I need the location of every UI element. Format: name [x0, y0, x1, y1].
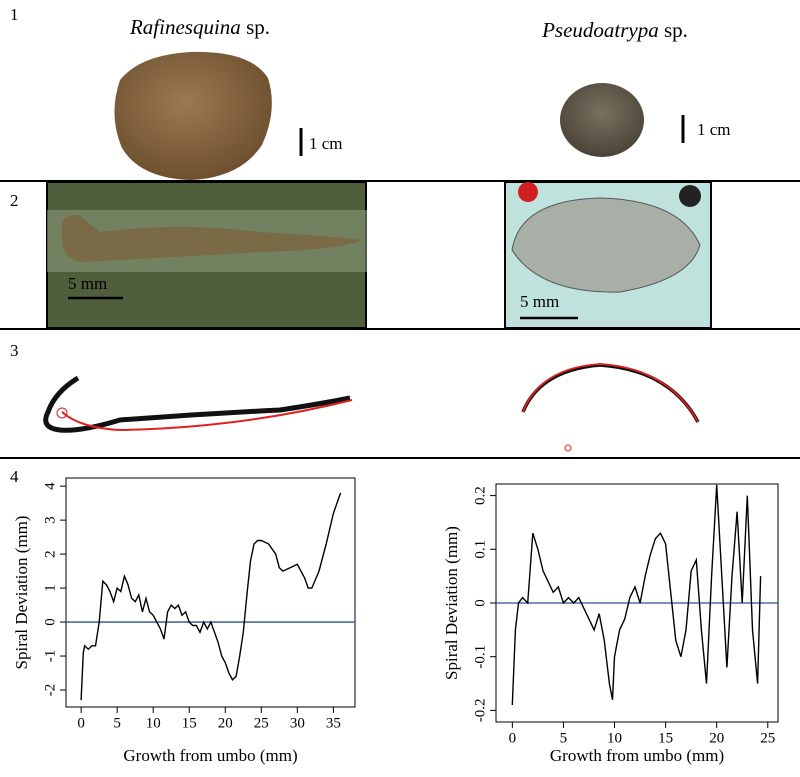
x-tick-label: 10: [146, 715, 161, 731]
stain: [679, 185, 701, 207]
y-tick-label: 4: [42, 482, 58, 490]
y-tick-label: -0.2: [472, 699, 488, 723]
x-tick-label: 25: [760, 730, 775, 746]
scale-label: 1 cm: [697, 120, 731, 139]
specimen-photo: [114, 51, 272, 180]
y-tick-label: -0.1: [472, 645, 488, 669]
genus: Pseudoatrypa: [541, 18, 659, 42]
panel-label: 1: [10, 5, 19, 24]
suffix: sp.: [241, 15, 270, 39]
x-tick-label: 15: [658, 730, 673, 746]
fitted-spiral: [522, 363, 699, 423]
x-axis-label: Growth from umbo (mm): [550, 746, 724, 765]
y-axis-label: Spiral Deviation (mm): [442, 526, 461, 680]
scale-label: 1 cm: [309, 134, 343, 153]
scale-label: 5 mm: [520, 292, 559, 311]
x-tick-label: 20: [218, 715, 233, 731]
x-tick-label: 15: [182, 715, 197, 731]
y-axis-label: Spiral Deviation (mm): [12, 516, 31, 670]
scale-label: 5 mm: [68, 274, 107, 293]
genus: Rafinesquina: [129, 15, 241, 39]
spiral-center: [56, 407, 68, 419]
panel-label: 3: [10, 341, 19, 360]
stain: [518, 182, 538, 202]
x-tick-label: 30: [290, 715, 305, 731]
x-tick-label: 35: [326, 715, 341, 731]
y-tick-label: 0: [472, 599, 488, 607]
x-tick-label: 25: [254, 715, 269, 731]
plot-frame: [65, 477, 356, 708]
y-tick-label: 0.2: [472, 486, 488, 505]
outline-trace: [43, 375, 351, 433]
panel-label: 2: [10, 191, 19, 210]
y-tick-label: 2: [42, 550, 58, 558]
y-tick-label: 1: [42, 584, 58, 592]
panel-label: 4: [10, 467, 19, 486]
specimen-title: Pseudoatrypa sp.: [541, 18, 688, 42]
x-tick-label: 5: [560, 730, 568, 746]
x-tick-label: 0: [77, 715, 85, 731]
x-tick-label: 5: [113, 715, 121, 731]
shell-section: [511, 197, 701, 293]
data-line: [80, 492, 342, 701]
y-tick-label: -1: [42, 650, 58, 663]
outline-trace: [521, 363, 700, 423]
data-line: [511, 484, 762, 706]
x-tick-label: 0: [509, 730, 517, 746]
fitted-spiral: [61, 399, 353, 432]
specimen-photo: [560, 83, 644, 157]
specimen-title: Rafinesquina sp.: [129, 15, 270, 39]
y-tick-label: 0: [42, 618, 58, 626]
spiral-center: [564, 444, 572, 452]
x-axis-label: Growth from umbo (mm): [123, 746, 297, 765]
suffix: sp.: [659, 18, 688, 42]
x-tick-label: 10: [607, 730, 622, 746]
y-tick-label: -2: [42, 684, 58, 697]
x-tick-label: 20: [709, 730, 724, 746]
y-tick-label: 3: [42, 516, 58, 524]
shell-section: [62, 214, 362, 262]
y-tick-label: 0.1: [472, 540, 488, 559]
